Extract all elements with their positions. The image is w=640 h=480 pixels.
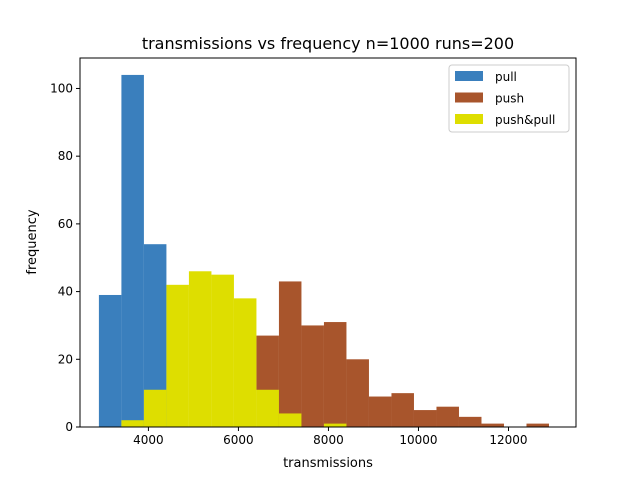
x-tick-label: 4000 <box>133 433 164 447</box>
x-axis-label: transmissions <box>283 456 373 471</box>
legend-swatch <box>455 92 483 103</box>
x-tick-label: 8000 <box>313 433 344 447</box>
bar-push-pull-1 <box>143 389 167 427</box>
legend: pull push push&pull <box>448 64 570 133</box>
y-tick-label: 100 <box>50 81 73 95</box>
bar-push-pull-6 <box>256 389 279 427</box>
y-tick-label: 0 <box>65 420 73 434</box>
y-tick-label: 60 <box>58 217 73 231</box>
bar-push-2 <box>301 325 324 427</box>
legend-label: push&pull <box>495 113 555 127</box>
bar-push-pull-4 <box>211 274 234 427</box>
bar-push-5 <box>368 396 392 427</box>
legend-label: push <box>495 92 524 106</box>
bar-pull-2 <box>143 244 167 427</box>
bar-push-pull-5 <box>233 298 257 427</box>
legend-swatch <box>455 114 483 124</box>
bar-push-3 <box>323 322 347 427</box>
bar-push-10 <box>481 423 504 427</box>
bar-pull-1 <box>121 74 144 427</box>
bars-group <box>98 74 549 427</box>
y-axis-label: frequency <box>25 209 40 275</box>
x-tick-label: 6000 <box>223 433 254 447</box>
y-axis-ticks: 0 20 40 60 80 100 <box>50 81 80 434</box>
x-tick-label: 12000 <box>489 433 527 447</box>
bar-push-pull-3 <box>188 271 212 427</box>
y-tick-label: 80 <box>58 149 73 163</box>
y-tick-label: 40 <box>58 285 73 299</box>
bar-push-pull-9 <box>323 423 347 427</box>
legend-label: pull <box>495 70 517 84</box>
bar-push-12 <box>526 423 549 427</box>
bar-push-9 <box>458 416 482 427</box>
bar-push-6 <box>391 393 414 427</box>
x-tick-label: 10000 <box>399 433 437 447</box>
bar-pull-0 <box>98 294 122 427</box>
bar-push-1 <box>278 281 302 427</box>
chart-title: transmissions vs frequency n=1000 runs=2… <box>142 34 514 53</box>
bar-push-4 <box>346 359 369 427</box>
bar-push-pull-0 <box>121 420 144 427</box>
x-axis-ticks: 4000 6000 8000 10000 12000 <box>133 427 528 447</box>
y-tick-label: 20 <box>58 352 73 366</box>
bar-push-pull-7 <box>278 413 302 427</box>
bar-push-8 <box>436 406 459 427</box>
bar-push-pull-2 <box>166 284 189 427</box>
legend-swatch <box>455 71 483 81</box>
bar-push-7 <box>413 410 437 427</box>
